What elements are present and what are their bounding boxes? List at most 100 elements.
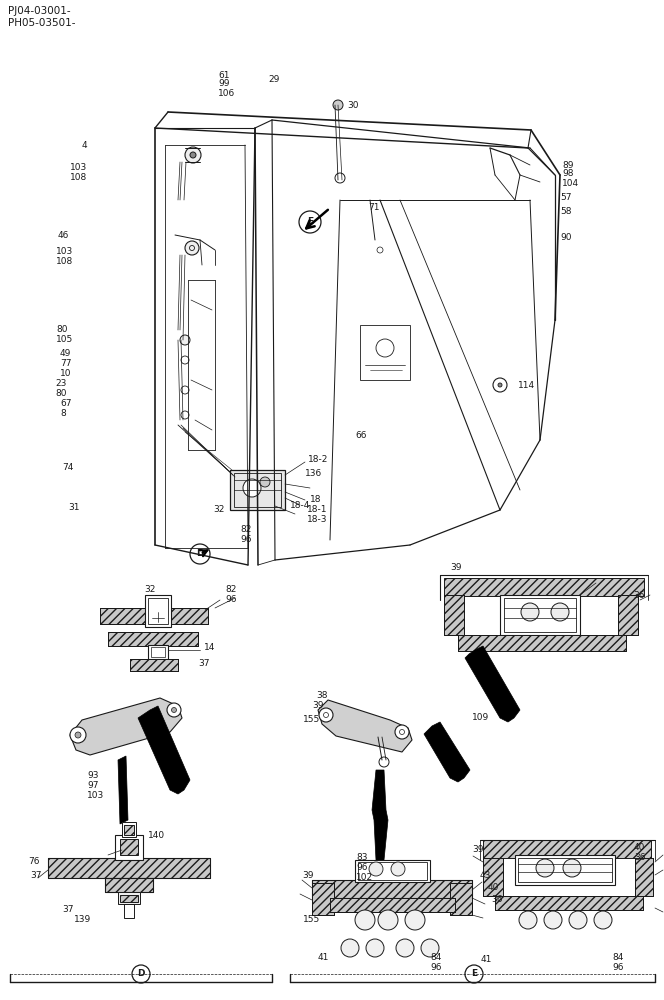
Text: 4: 4 [82, 140, 88, 149]
Text: 18-1: 18-1 [307, 506, 327, 514]
Circle shape [378, 910, 398, 930]
Circle shape [185, 241, 199, 255]
Circle shape [544, 911, 562, 929]
Bar [105, 878, 153, 892]
Bar [483, 858, 503, 896]
Text: 139: 139 [74, 916, 91, 924]
Bar [444, 595, 464, 635]
Text: 49: 49 [60, 349, 71, 358]
Bar [444, 578, 644, 596]
Bar [330, 898, 455, 912]
Circle shape [167, 703, 181, 717]
Circle shape [260, 477, 270, 487]
Circle shape [519, 911, 537, 929]
Bar [360, 325, 410, 380]
Bar [105, 878, 153, 892]
Text: 37: 37 [30, 871, 41, 880]
Text: 108: 108 [70, 172, 87, 182]
Text: 31: 31 [68, 504, 80, 512]
Circle shape [395, 725, 409, 739]
Text: 136: 136 [305, 470, 322, 479]
Bar [100, 608, 208, 624]
Bar [483, 858, 503, 896]
Text: 30: 30 [347, 101, 359, 109]
Text: 103: 103 [56, 247, 73, 256]
Circle shape [366, 939, 384, 957]
Bar [312, 880, 472, 898]
Bar [118, 892, 140, 904]
Text: 18-3: 18-3 [307, 514, 327, 524]
Text: 99: 99 [218, 80, 230, 89]
Bar [458, 635, 626, 651]
Text: 155: 155 [303, 916, 320, 924]
Text: 140: 140 [148, 830, 165, 840]
Bar [450, 883, 472, 915]
Text: 105: 105 [56, 336, 73, 344]
Text: 82: 82 [225, 585, 236, 594]
Bar [635, 858, 653, 896]
Text: 46: 46 [58, 231, 69, 239]
Text: 103: 103 [87, 790, 104, 800]
Bar [483, 840, 651, 858]
Text: 155: 155 [303, 716, 320, 724]
Text: 76: 76 [28, 857, 39, 866]
Text: 37: 37 [198, 660, 210, 668]
Polygon shape [372, 770, 388, 860]
Circle shape [521, 603, 539, 621]
Bar [515, 855, 615, 885]
Text: 40: 40 [634, 844, 645, 852]
Circle shape [180, 335, 190, 345]
Text: 96: 96 [356, 863, 367, 872]
Text: 39: 39 [302, 870, 313, 880]
Bar [312, 883, 334, 915]
Text: 83: 83 [356, 854, 367, 862]
Text: 98: 98 [562, 169, 574, 178]
Text: 74: 74 [62, 462, 74, 472]
Bar [145, 595, 171, 627]
Bar [108, 632, 198, 646]
Text: 102: 102 [356, 874, 373, 882]
Bar [120, 895, 138, 902]
Bar [115, 835, 143, 860]
Circle shape [391, 862, 405, 876]
Circle shape [190, 152, 196, 158]
Bar [504, 598, 576, 632]
Text: 32: 32 [213, 506, 224, 514]
Text: 108: 108 [56, 256, 73, 265]
Circle shape [493, 378, 507, 392]
Text: 80: 80 [56, 326, 68, 334]
Polygon shape [70, 698, 182, 755]
Bar [312, 880, 472, 898]
Text: 29: 29 [268, 76, 280, 85]
Circle shape [190, 544, 210, 564]
Text: 90: 90 [560, 233, 572, 242]
Text: 96: 96 [240, 536, 252, 544]
Bar [518, 858, 612, 882]
Bar [618, 595, 638, 635]
Text: 80: 80 [55, 388, 66, 397]
Text: D: D [137, 970, 145, 978]
Circle shape [369, 862, 383, 876]
Text: 38: 38 [316, 690, 327, 700]
Text: 58: 58 [560, 208, 572, 217]
Circle shape [132, 965, 150, 983]
Bar [495, 896, 643, 910]
Circle shape [319, 708, 333, 722]
Text: D: D [197, 550, 204, 558]
Bar [122, 822, 136, 837]
Text: 89: 89 [562, 160, 574, 169]
Text: 39: 39 [312, 702, 323, 710]
Bar [148, 645, 168, 659]
Text: 114: 114 [518, 380, 535, 389]
Circle shape [185, 147, 201, 163]
Bar [100, 608, 208, 624]
Circle shape [75, 732, 81, 738]
Text: 8: 8 [60, 408, 66, 418]
Bar [130, 659, 178, 671]
Circle shape [498, 383, 502, 387]
Circle shape [341, 939, 359, 957]
Bar [495, 896, 643, 910]
Bar [312, 883, 334, 915]
Bar [148, 598, 168, 624]
Circle shape [563, 859, 581, 877]
